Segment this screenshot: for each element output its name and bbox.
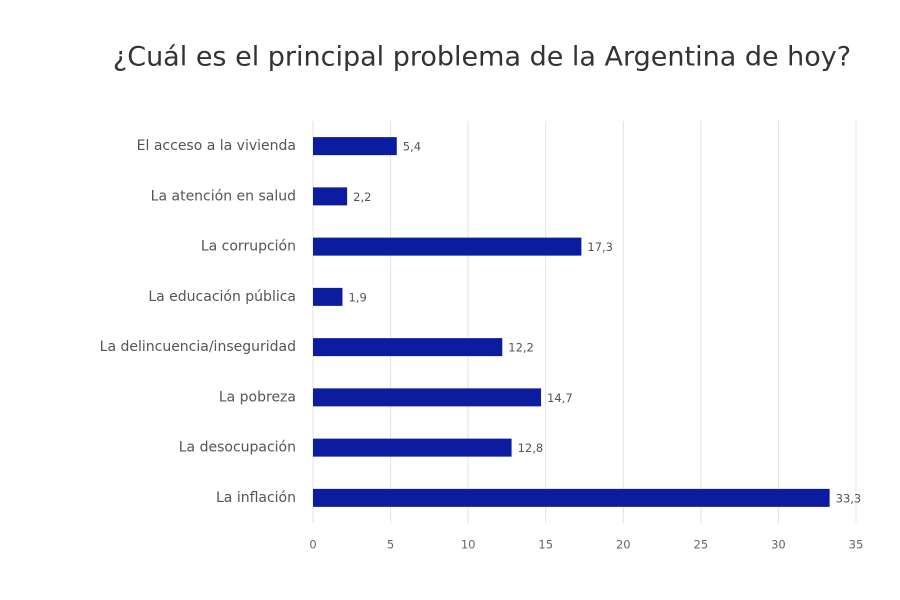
y-tick-label: La atención en salud [151,188,296,204]
value-label: 2,2 [353,190,371,204]
x-tick-label: 35 [849,538,864,552]
x-tick-label: 15 [538,538,553,552]
value-label: 1,9 [348,290,366,304]
y-tick-label: La inflación [216,490,296,506]
bar [313,187,348,206]
x-tick-label: 30 [771,538,786,552]
x-tick-label: 20 [616,538,631,552]
y-tick-label: La delincuencia/inseguridad [100,339,296,355]
value-label: 5,4 [403,140,421,154]
value-label: 33,3 [836,491,862,505]
bar [313,137,397,156]
x-tick-label: 25 [694,538,709,552]
bar [313,488,830,507]
bar [313,388,542,407]
chart-title: ¿Cuál es el principal problema de la Arg… [113,42,851,73]
bar [313,237,582,256]
bar [313,338,503,357]
bar [313,438,512,457]
value-label: 12,2 [508,341,534,355]
value-label: 12,8 [518,441,544,455]
bar [313,287,343,306]
value-label: 14,7 [547,391,573,405]
x-tick-label: 5 [387,538,394,552]
y-tick-label: La corrupción [201,239,296,255]
x-tick-label: 0 [309,538,316,552]
y-tick-label: La educación pública [148,289,296,305]
value-label: 17,3 [587,240,613,254]
y-tick-label: El acceso a la vivienda [137,138,296,154]
y-tick-label: La desocupación [179,440,296,456]
y-tick-label: La pobreza [219,389,296,405]
x-tick-label: 10 [461,538,476,552]
